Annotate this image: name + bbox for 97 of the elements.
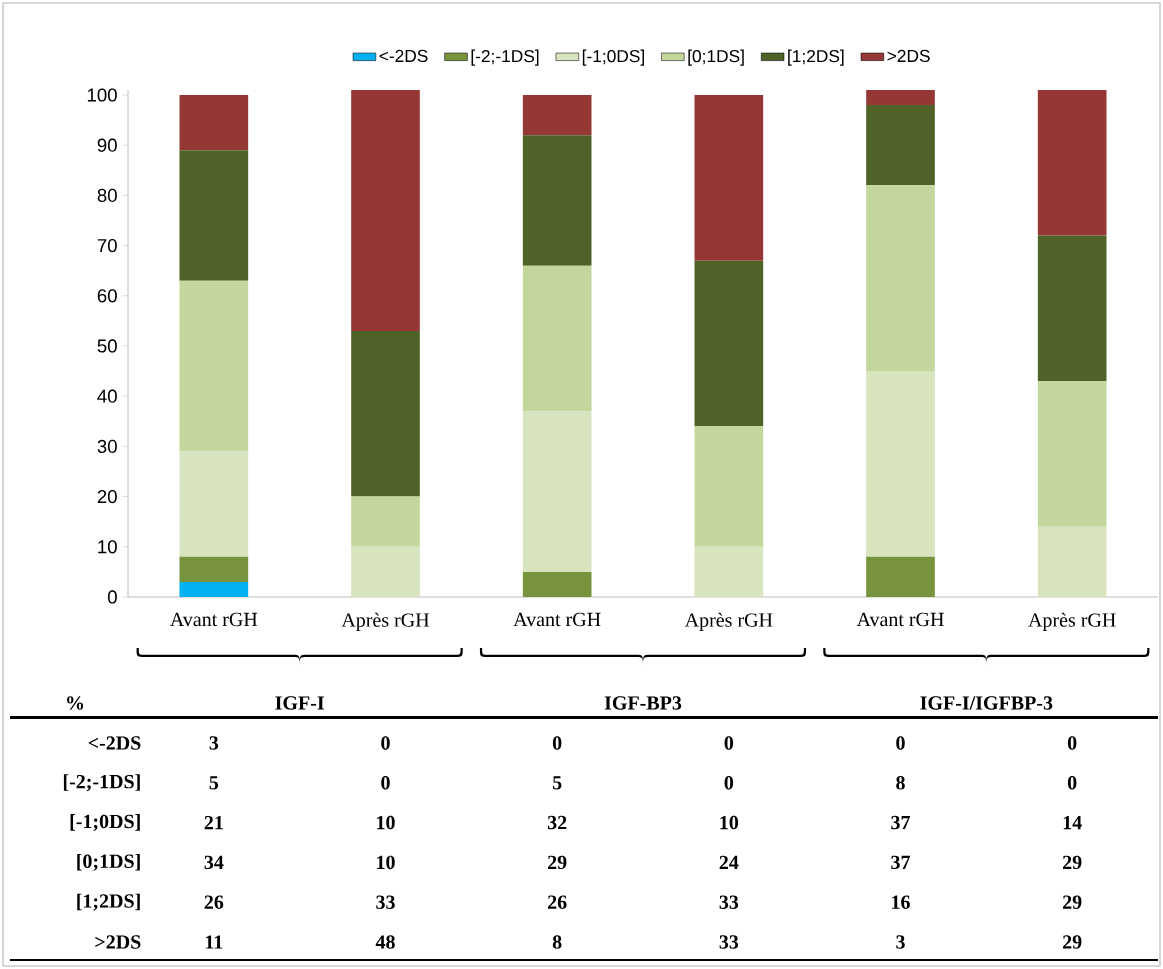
data-label: 0 xyxy=(1067,736,1077,750)
text: IGF-I xyxy=(275,696,324,710)
data-label: 3 xyxy=(209,736,219,750)
y-tick-label: 30 xyxy=(97,439,117,453)
text: <-2DS xyxy=(88,736,141,750)
bar xyxy=(179,150,249,281)
data-label: 14 xyxy=(1063,815,1082,830)
data-label: 11 xyxy=(206,935,223,949)
bar xyxy=(179,95,249,151)
text: IGF-I/IGFBP-3 xyxy=(920,696,1053,710)
y-tick-label: 20 xyxy=(97,489,117,504)
text: IGF-BP3 xyxy=(604,696,682,710)
data-label: 24 xyxy=(719,855,739,870)
data-label: 5 xyxy=(209,776,219,790)
data-label: 0 xyxy=(1067,776,1077,790)
data-label: 5 xyxy=(552,776,562,790)
y-tick-label: 10 xyxy=(98,540,117,554)
bar xyxy=(179,451,249,557)
y-tick-label: 100 xyxy=(87,88,117,102)
text: [1;2DS] xyxy=(77,893,140,911)
x-tick-label: Après rGH xyxy=(684,612,773,631)
data-label: 21 xyxy=(204,815,223,830)
data-label: 32 xyxy=(547,815,567,830)
bar xyxy=(1037,89,1107,236)
data-label: 10 xyxy=(720,815,739,830)
y-tick-label: 80 xyxy=(97,188,117,203)
data-label: 29 xyxy=(1063,935,1082,949)
data-label: 0 xyxy=(552,736,562,750)
data-label: 33 xyxy=(719,935,739,949)
data-label: 26 xyxy=(548,895,567,909)
legend-label: [-2;-1DS] xyxy=(471,49,539,66)
y-tick-label: 50 xyxy=(97,339,117,353)
data-label: 33 xyxy=(719,895,739,909)
bar xyxy=(1037,526,1107,597)
bar xyxy=(522,571,592,597)
y-tick-label: 70 xyxy=(97,238,117,253)
data-label: 0 xyxy=(896,736,905,750)
bar xyxy=(694,260,764,427)
bar xyxy=(351,330,420,497)
data-label: 33 xyxy=(376,895,395,909)
bar xyxy=(522,95,592,136)
legend-label: [0;1DS] xyxy=(688,49,744,66)
legend-label: >2DS xyxy=(887,49,930,63)
bar xyxy=(694,95,764,261)
data-label: 10 xyxy=(377,855,395,870)
text: [-1;0DS] xyxy=(70,814,140,832)
text: % xyxy=(67,696,84,710)
bar xyxy=(866,371,935,557)
x-tick-label: Avant rGH xyxy=(856,612,944,627)
bar xyxy=(179,581,249,597)
bar xyxy=(179,280,249,452)
bar xyxy=(522,135,592,266)
bar xyxy=(694,546,764,597)
data-label: 26 xyxy=(204,895,224,909)
y-tick-label: 60 xyxy=(97,289,117,303)
data-label: 29 xyxy=(1063,895,1082,909)
bar xyxy=(351,496,420,547)
legend-label: [1;2DS] xyxy=(788,49,844,66)
data-label: 29 xyxy=(1063,855,1082,870)
data-label: 29 xyxy=(548,855,567,870)
bar xyxy=(866,185,935,372)
text: [0;1DS] xyxy=(77,853,140,871)
y-tick-label: 40 xyxy=(97,389,117,403)
bar xyxy=(694,426,764,547)
data-label: 0 xyxy=(724,736,734,750)
bar xyxy=(866,556,935,597)
bar xyxy=(1037,381,1107,527)
bar xyxy=(522,265,592,412)
data-label: 0 xyxy=(381,776,390,790)
data-label: 0 xyxy=(381,736,390,750)
y-tick-label: 0 xyxy=(107,590,117,604)
legend-label: <-2DS xyxy=(379,49,428,63)
text: [-2;-1DS] xyxy=(63,774,140,792)
x-tick-label: Avant rGH xyxy=(513,612,601,627)
data-label: 10 xyxy=(377,815,395,830)
data-label: 8 xyxy=(552,935,562,949)
bar xyxy=(1037,235,1107,382)
bar xyxy=(866,105,935,186)
data-label: 37 xyxy=(891,855,911,870)
data-label: 34 xyxy=(204,855,224,870)
bar xyxy=(866,89,935,106)
legend-label: [-1;0DS] xyxy=(582,49,644,66)
bar xyxy=(522,411,592,572)
x-tick-label: Après rGH xyxy=(1028,612,1116,631)
data-label: 48 xyxy=(375,935,395,949)
text: >2DS xyxy=(95,935,141,949)
x-tick-label: Après rGH xyxy=(341,612,430,631)
data-label: 0 xyxy=(724,776,734,790)
x-tick-label: Avant rGH xyxy=(170,612,258,627)
data-label: 16 xyxy=(892,895,910,909)
bar xyxy=(179,556,249,582)
data-label: 8 xyxy=(896,776,905,790)
y-tick-label: 90 xyxy=(97,138,117,152)
bar xyxy=(351,89,420,331)
data-label: 3 xyxy=(896,935,905,949)
bar xyxy=(351,546,420,597)
data-label: 37 xyxy=(891,815,911,830)
